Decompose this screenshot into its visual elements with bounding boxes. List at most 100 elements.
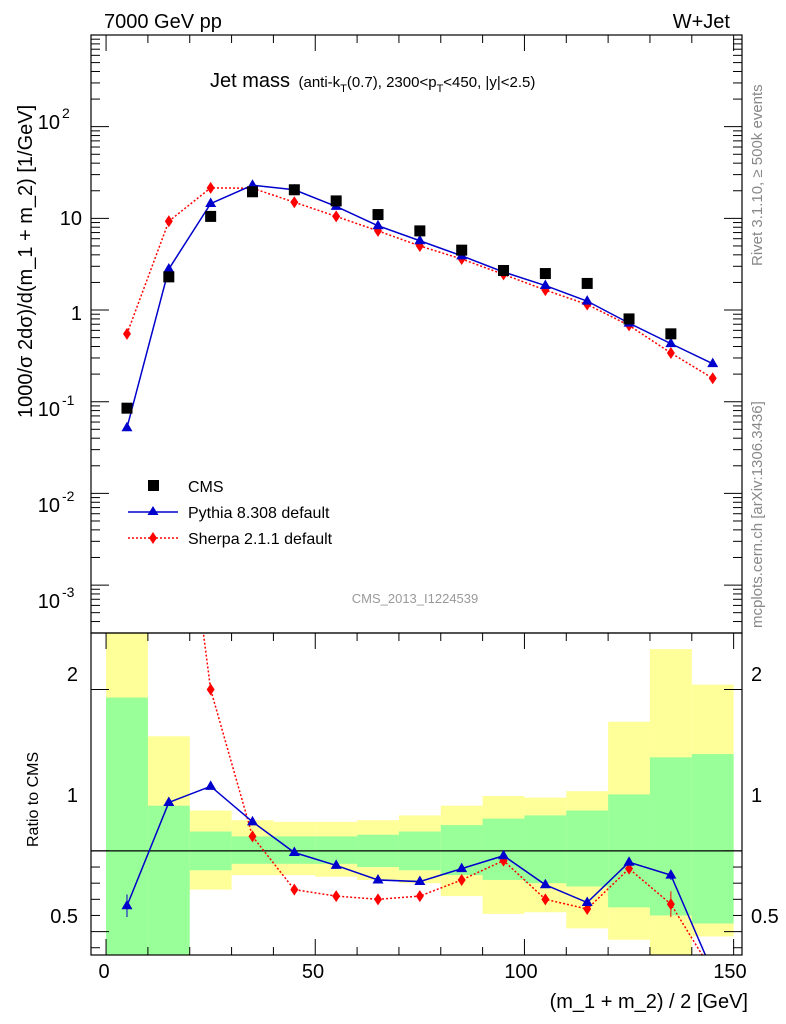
green-band-bin [649,757,692,916]
sherpa-point [164,215,173,228]
x-tick-label: 100 [504,961,537,983]
pythia-point [581,295,593,305]
analysis-id: CMS_2013_I1224539 [352,591,479,606]
pythia-ratio-point [414,875,426,886]
cms-point [205,210,217,222]
pythia-ratio-point [288,846,300,857]
sherpa-ratio-point [290,883,299,896]
cms-point [288,184,300,196]
pythia-ratio-point [205,780,217,790]
y-tick-label: 10 [38,399,60,421]
y-tick-exponent: -3 [62,584,75,600]
cms-point [414,225,426,237]
legend-cms-marker [148,480,159,491]
green-band-bin [482,818,525,880]
process-label: W+Jet [673,11,731,33]
ratio-tick-label: 1 [67,785,78,807]
sherpa-point [206,181,215,194]
rivet-version-label: Rivet 3.1.10, ≥ 500k events [749,84,766,266]
source-label: mcplots.cern.ch [arXiv:1306.3436] [749,401,766,628]
sherpa-point [332,210,341,223]
y-tick-label: 10 [38,495,60,517]
green-band-bin [524,815,567,884]
sherpa-ratio-point [374,893,383,906]
pythia-point [707,357,719,368]
cms-point [330,195,342,207]
green-band-bin [106,697,148,955]
x-axis-label: (m_1 + m_2) / 2 [GeV] [550,991,748,1013]
sherpa-point [290,196,299,209]
cms-point [665,328,677,340]
sherpa-ratio-point [206,683,215,696]
ratio-tick-label: 2 [67,664,78,686]
pythia-ratio-point [665,869,677,879]
pythia-point [372,219,384,230]
pythia-point [414,234,426,245]
plot-title: Jet mass (anti-kT(0.7), 2300<pT<450, |y|… [210,70,535,95]
cms-point [372,209,384,221]
green-band-bin [315,836,358,864]
sherpa-point [666,346,675,359]
y-tick-label: 10 [38,591,60,613]
cms-point [539,268,551,280]
y-tick-exponent: -2 [62,488,75,504]
cms-point [163,271,175,283]
cms-point [121,402,133,414]
y-tick-label: 1 [71,303,82,325]
legend-pythia-label: Pythia 8.308 default [188,505,330,522]
cms-point [581,277,593,289]
pythia-ratio-point [372,873,384,884]
ratio-tick-labels: 0.5 1 2 0.5 1 2 [50,664,779,928]
pythia-point [121,421,133,432]
green-band-bin [691,754,734,924]
ratio-tick-label-right: 1 [751,785,762,807]
cms-point [707,635,718,646]
y-tick-labels: 10 2 10 1 10 -1 10 -2 10 -3 [38,105,82,613]
green-band-bin [147,805,190,955]
sherpa-ratio-point [541,893,550,906]
collision-label: 7000 GeV pp [104,11,222,33]
x-tick-labels: 0 50 100 150 [98,961,746,983]
cms-point [456,244,468,256]
legend-cms-label: CMS [188,479,224,496]
sherpa-ratio-point [457,873,466,886]
cms-point [498,264,510,276]
pythia-point [205,197,217,208]
pythia-point [665,337,677,348]
ratio-curves [121,361,707,955]
pythia-ratio-point [246,815,258,826]
pythia-ratio-point [623,856,635,866]
pythia-point [163,263,175,273]
legend: CMS Pythia 8.308 default Sherpa 2.1.1 de… [128,479,333,548]
cms-point [623,313,635,325]
y-tick-label: 10 [60,208,82,230]
y-tick-exponent: 2 [62,105,70,121]
legend-sherpa-marker [149,532,157,544]
green-band-bin [566,810,609,887]
sherpa-ratio-point [415,890,424,903]
sherpa-ratio-point [165,361,173,373]
y-tick-exponent: -1 [62,392,75,408]
data-series [121,179,719,646]
pythia-ratio-point [456,862,468,873]
pythia-ratio-point [498,849,510,860]
sherpa-ratio-point [666,898,675,911]
sherpa-ratio-point [332,890,341,903]
x-tick-label: 0 [98,961,109,983]
legend-pythia-marker [147,506,159,515]
pythia-ratio-point [330,859,342,869]
pythia-ratio-point [581,896,593,907]
sherpa-ratio-point [248,830,257,843]
legend-sherpa-label: Sherpa 2.1.1 default [188,531,333,548]
sherpa-point [122,327,131,340]
main-axis-ticks [91,38,742,634]
ratio-tick-label: 0.5 [50,906,78,928]
ratio-panel-frame [90,632,743,956]
x-tick-label: 150 [713,961,746,983]
main-data-group [121,179,719,646]
pythia-ratio-point [539,878,551,889]
sherpa-point [708,372,717,385]
x-tick-label: 50 [302,961,324,983]
x-axis-ticks [105,35,735,955]
